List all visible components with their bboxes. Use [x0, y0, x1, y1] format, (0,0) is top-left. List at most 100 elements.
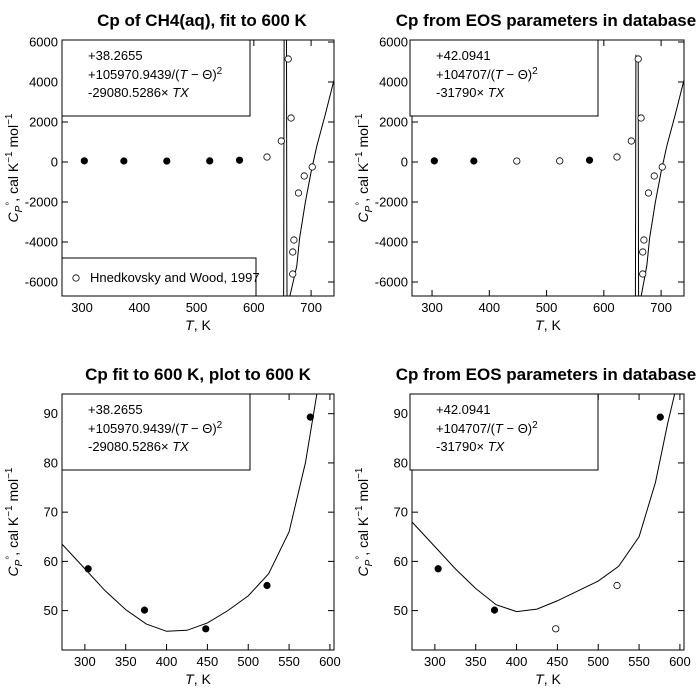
plot-area — [80, 40, 334, 296]
y-tick-label: 2000 — [379, 115, 408, 130]
y-tick-label: 60 — [44, 554, 58, 569]
data-point-open — [277, 137, 285, 145]
equation-line-2: +105970.9439/(T − Θ)2 — [88, 66, 223, 82]
x-tick-label: 400 — [128, 300, 150, 315]
y-tick-label: 4000 — [29, 75, 58, 90]
y-axis-units2: mol — [5, 479, 21, 505]
y-axis-label: CP°, cal K−1 mol−1 — [4, 467, 25, 576]
data-point-open — [289, 248, 297, 256]
x-tick-label: 350 — [115, 654, 137, 669]
data-point-open — [294, 189, 303, 197]
y-tick-label: 0 — [51, 155, 58, 170]
eq-T: T — [179, 421, 188, 436]
y-axis-exp1: −1 — [354, 151, 365, 163]
y-axis-exp2: −1 — [4, 467, 15, 479]
legend-marker-open — [72, 274, 80, 282]
x-tick-label: 400 — [156, 654, 178, 669]
y-tick-label: 0 — [401, 155, 408, 170]
x-tick-label: 600 — [669, 654, 691, 669]
chart-title: Cp fit to 600 K, plot to 600 K — [85, 365, 311, 384]
eq-coef: +105970.9439/( — [88, 421, 180, 436]
y-tick-label: 50 — [44, 603, 58, 618]
data-point-filled — [470, 157, 478, 165]
x-axis-label: T, K — [535, 671, 561, 687]
fit-curve-branch — [640, 79, 684, 296]
equation-line-2: +104707/(T − Θ)2 — [436, 420, 538, 436]
y-axis-units: , cal K — [5, 162, 21, 202]
eq-minus: − Θ) — [187, 67, 216, 82]
chart-panel-3: Cp fit to 600 K, plot to 600 K 300 350 400 4… — [4, 365, 341, 687]
x-axis-label: T, K — [535, 317, 561, 333]
y-axis-exp1: −1 — [4, 505, 15, 517]
data-point-filled — [235, 156, 244, 164]
data-point-filled — [434, 565, 442, 573]
data-point-open — [300, 172, 308, 180]
x-tick-label: 500 — [237, 654, 259, 669]
eq-minus: − Θ) — [503, 67, 532, 82]
eq-coef3: -31790× — [436, 439, 488, 454]
x-tick-label: 300 — [71, 300, 93, 315]
data-point-open — [639, 270, 647, 278]
x-tick-label: 600 — [593, 300, 615, 315]
y-tick-label: 90 — [44, 406, 58, 421]
eq-T: T — [495, 67, 504, 82]
x-axis-label: T, K — [185, 671, 211, 687]
chart-title: Cp of CH4(aq), fit to 600 K — [97, 11, 307, 30]
data-point-open — [289, 270, 297, 278]
data-point-filled — [84, 565, 92, 573]
data-point-open — [650, 172, 658, 180]
x-axis-var: T — [185, 317, 195, 333]
data-point-filled — [120, 157, 128, 165]
y-axis-subscript: P — [14, 559, 25, 566]
eq-TX: TX — [172, 85, 190, 100]
eq-coef: +104707/( — [436, 421, 496, 436]
eq-minus: − Θ) — [187, 421, 216, 436]
x-tick-label: 550 — [628, 654, 650, 669]
data-point-open — [640, 236, 648, 244]
plot-area — [430, 54, 684, 296]
data-point-filled — [585, 156, 594, 164]
eq-sq: 2 — [532, 66, 538, 77]
x-tick-label: 700 — [650, 300, 672, 315]
eq-TX: TX — [488, 85, 506, 100]
data-point-open — [637, 114, 645, 122]
eq-coef: +104707/( — [436, 67, 496, 82]
data-point-open — [552, 625, 560, 633]
y-tick-label: 2000 — [29, 115, 58, 130]
y-tick-label: 50 — [394, 603, 408, 618]
y-tick-label: -6000 — [25, 275, 58, 290]
y-axis-degree: ° — [355, 556, 366, 560]
equation-line-3: -29080.5286× TX — [88, 439, 190, 454]
x-axis-unit: , K — [544, 317, 562, 333]
y-axis-symbol: C — [5, 211, 21, 222]
data-point-open — [556, 157, 564, 165]
eq-T: T — [179, 67, 188, 82]
data-point-filled — [430, 157, 438, 165]
x-tick-label: 700 — [300, 300, 322, 315]
x-tick-label: 450 — [547, 654, 569, 669]
eq-sq: 2 — [217, 66, 223, 77]
equation-line-3: -31790× TX — [436, 439, 506, 454]
x-tick-label: 400 — [506, 654, 528, 669]
x-tick-label: 600 — [319, 654, 341, 669]
data-point-open — [287, 114, 295, 122]
eq-minus: − Θ) — [503, 421, 532, 436]
data-point-open — [308, 163, 316, 171]
y-axis-degree: ° — [355, 202, 366, 206]
equation-box — [61, 39, 251, 117]
y-axis-symbol: C — [5, 565, 21, 576]
y-axis-symbol: C — [355, 565, 371, 576]
x-tick-label: 500 — [186, 300, 208, 315]
eq-coef3: -29080.5286× — [88, 439, 172, 454]
y-axis-exp2: −1 — [354, 467, 365, 479]
data-point-open — [639, 248, 647, 256]
y-axis-degree: ° — [5, 556, 16, 560]
eq-sq: 2 — [532, 420, 538, 431]
equation-line-1: +38.2655 — [88, 402, 143, 417]
x-tick-label: 450 — [197, 654, 219, 669]
fit-curve — [412, 394, 676, 613]
data-point-open — [613, 581, 621, 590]
y-axis-units2: mol — [5, 125, 21, 151]
data-point-filled — [263, 581, 271, 590]
